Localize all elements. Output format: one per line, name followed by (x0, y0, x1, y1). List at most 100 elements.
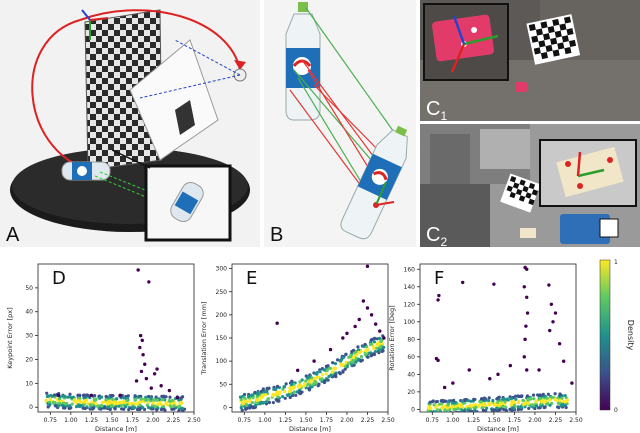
y-tick-label: 60 (407, 354, 415, 361)
data-point (110, 400, 114, 404)
x-tick-label: 0.75 (238, 417, 252, 424)
data-point (559, 404, 563, 408)
data-point (255, 398, 259, 402)
data-point (344, 352, 348, 357)
outlier-point (524, 324, 528, 328)
outlier-point (522, 285, 526, 289)
data-point (106, 405, 110, 409)
data-point (290, 382, 294, 387)
y-axis-label: Rotation Error [Deg] (388, 305, 396, 370)
data-point (90, 400, 94, 404)
outlier-point (523, 337, 527, 342)
data-point (485, 406, 489, 410)
colorbar-label: Density (626, 320, 635, 351)
data-point (68, 392, 72, 396)
y-tick-label: 40 (25, 309, 33, 316)
error-scatter-plots: 1 0 Density 0.75 1.00 1.25 1.50 1.75 2.00 2.25… (6, 259, 635, 433)
data-point (242, 396, 247, 400)
data-point (529, 397, 533, 401)
data-point (323, 379, 327, 383)
data-point (363, 342, 367, 347)
data-point (172, 407, 176, 411)
data-point (115, 402, 119, 406)
data-point (283, 396, 287, 400)
outlier-point (139, 369, 144, 374)
data-point (330, 370, 334, 374)
data-point (76, 393, 80, 397)
data-point (453, 401, 457, 405)
data-point (105, 402, 110, 406)
x-tick-label: 2.25 (361, 417, 375, 424)
data-point (316, 384, 320, 388)
outlier-point (570, 381, 574, 385)
data-point (48, 402, 52, 406)
c1-subscript: 1 (440, 109, 448, 121)
data-point (338, 359, 342, 363)
outlier-point (549, 302, 554, 306)
outlier-point (118, 393, 122, 397)
data-point (428, 400, 432, 404)
data-point (519, 394, 524, 399)
y-tick-label: 100 (404, 319, 416, 326)
data-point (324, 364, 328, 368)
data-point (297, 391, 302, 395)
data-point (52, 393, 57, 397)
x-tick-label: 1.50 (487, 417, 501, 424)
data-point (152, 397, 156, 402)
data-point (120, 407, 124, 411)
outlier-point (152, 372, 157, 376)
data-point (155, 408, 159, 412)
outlier-point (548, 328, 552, 333)
data-point (483, 402, 487, 406)
data-point (508, 407, 512, 411)
outlier-point (136, 268, 140, 272)
data-point (139, 397, 143, 401)
data-point (294, 393, 298, 397)
data-point (64, 402, 68, 406)
data-point (138, 407, 142, 412)
data-point (355, 353, 359, 357)
data-point (126, 394, 130, 398)
outlier-point (525, 295, 529, 299)
data-point (536, 393, 540, 397)
data-point (432, 412, 435, 415)
data-point (168, 404, 172, 408)
data-point (318, 370, 322, 374)
data-point (538, 393, 542, 397)
data-point (553, 397, 557, 401)
data-point (117, 404, 121, 408)
data-point (85, 393, 89, 397)
data-point (435, 412, 438, 415)
data-point (290, 386, 295, 390)
x-tick-label: 1.00 (258, 417, 272, 424)
data-point (61, 406, 66, 410)
data-point (106, 400, 110, 404)
data-point (339, 362, 343, 366)
data-point (261, 393, 265, 398)
data-point (324, 372, 328, 376)
data-point (91, 403, 95, 407)
data-point (370, 353, 374, 357)
x-tick-label: 1.75 (508, 417, 522, 424)
data-point (344, 360, 348, 364)
outlier-point (436, 298, 440, 302)
data-point (356, 345, 360, 349)
data-point (318, 377, 323, 381)
data-point (498, 401, 502, 405)
c2-checkerboard (500, 173, 541, 213)
data-point (438, 410, 443, 412)
data-point (48, 397, 52, 401)
y-tick-label: 0 (411, 406, 415, 413)
data-point (283, 390, 287, 394)
data-point (259, 389, 264, 393)
data-point (563, 393, 567, 398)
data-point (372, 336, 377, 340)
data-point (133, 394, 137, 398)
data-point (558, 393, 562, 397)
outlier-point (492, 282, 496, 286)
data-point (288, 386, 292, 390)
data-point (481, 397, 485, 401)
data-point (239, 406, 243, 410)
y-tick-label: 20 (407, 389, 415, 396)
data-point (77, 403, 81, 407)
